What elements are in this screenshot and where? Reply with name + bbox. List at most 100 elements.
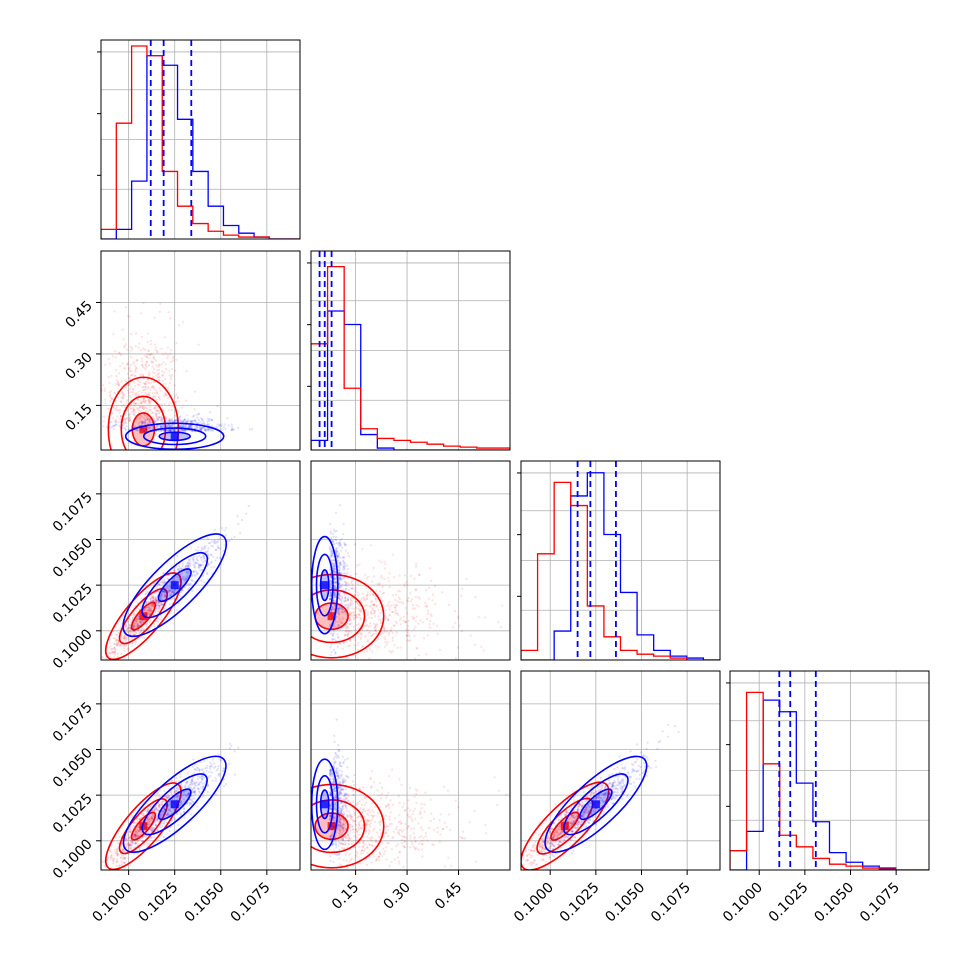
scatter-point-red-2-1 — [350, 598, 352, 600]
scatter-point-blue-2-1 — [330, 594, 332, 596]
scatter-point-red-2-1 — [391, 685, 393, 687]
scatter-point-red-2-1 — [350, 640, 352, 642]
scatter-point-red-1-0 — [125, 387, 127, 389]
scatter-point-red-2-0 — [109, 642, 111, 644]
scatter-point-blue-3-0 — [163, 836, 165, 838]
scatter-point-red-3-0 — [111, 875, 113, 877]
scatter-point-blue-1-0 — [184, 418, 186, 420]
scatter-point-red-1-0 — [115, 383, 117, 385]
scatter-point-blue-1-0 — [183, 429, 185, 431]
scatter-point-blue-2-1 — [350, 574, 352, 576]
scatter-point-red-3-1 — [351, 843, 353, 845]
scatter-point-blue-2-0 — [163, 607, 165, 609]
scatter-point-red-3-1 — [401, 842, 403, 844]
scatter-point-blue-3-0 — [199, 761, 201, 763]
scatter-point-blue-2-1 — [331, 606, 333, 608]
scatter-point-red-2-1 — [365, 619, 367, 621]
scatter-point-red-3-1 — [394, 858, 396, 860]
scatter-point-red-3-0 — [109, 850, 111, 852]
scatter-point-blue-2-0 — [145, 620, 147, 622]
scatter-point-red-1-0 — [143, 408, 145, 410]
scatter-point-red-1-0 — [119, 409, 121, 411]
scatter-point-red-1-0 — [146, 361, 148, 363]
scatter-point-red-2-1 — [383, 561, 385, 563]
scatter-point-red-3-1 — [344, 842, 346, 844]
scatter-point-blue-1-0 — [143, 430, 145, 432]
scatter-point-red-2-1 — [384, 609, 386, 611]
scatter-point-blue-3-0 — [196, 766, 198, 768]
scatter-point-blue-2-1 — [335, 620, 337, 622]
density-peak-blue-2-0 — [171, 581, 179, 589]
scatter-point-blue-2-0 — [125, 626, 127, 628]
scatter-point-red-2-1 — [396, 600, 398, 602]
scatter-point-red-2-1 — [355, 616, 357, 618]
scatter-point-red-2-1 — [384, 638, 386, 640]
scatter-point-red-3-1 — [393, 831, 395, 833]
scatter-point-blue-1-0 — [224, 423, 226, 425]
scatter-point-red-1-0 — [162, 380, 164, 382]
scatter-point-blue-2-0 — [173, 569, 175, 571]
scatter-point-red-1-0 — [167, 357, 169, 359]
scatter-point-blue-2-1 — [348, 615, 350, 617]
scatter-point-blue-1-0 — [145, 428, 147, 430]
scatter-point-red-2-1 — [348, 589, 350, 591]
scatter-point-red-1-0 — [134, 385, 136, 387]
scatter-point-blue-3-0 — [184, 786, 186, 788]
scatter-point-red-2-1 — [373, 612, 375, 614]
scatter-point-red-3-1 — [355, 839, 357, 841]
scatter-point-blue-2-1 — [344, 592, 346, 594]
scatter-point-blue-1-0 — [196, 427, 198, 429]
scatter-point-blue-1-0 — [198, 419, 200, 421]
scatter-point-blue-1-0 — [158, 417, 160, 419]
scatter-point-red-3-1 — [370, 838, 372, 840]
scatter-point-blue-3-0 — [155, 813, 157, 815]
scatter-point-blue-2-1 — [343, 600, 345, 602]
scatter-point-blue-2-1 — [346, 593, 348, 595]
scatter-point-red-2-1 — [366, 595, 368, 597]
scatter-point-blue-3-0 — [151, 827, 153, 829]
scatter-point-red-2-1 — [357, 649, 359, 651]
scatter-point-blue-2-0 — [201, 580, 203, 582]
scatter-point-blue-3-0 — [183, 808, 185, 810]
scatter-point-blue-2-1 — [332, 633, 334, 635]
scatter-point-red-1-0 — [120, 401, 122, 403]
scatter-point-blue-2-1 — [334, 570, 336, 572]
scatter-point-red-2-1 — [386, 605, 388, 607]
scatter-point-blue-3-0 — [193, 786, 195, 788]
scatter-point-blue-3-0 — [204, 767, 206, 769]
scatter-point-blue-2-0 — [148, 607, 150, 609]
scatter-point-red-2-1 — [387, 577, 389, 579]
scatter-point-red-1-0 — [159, 303, 161, 305]
scatter-point-red-2-1 — [384, 567, 386, 569]
scatter-point-blue-1-0 — [138, 422, 140, 424]
scatter-point-red-3-1 — [455, 800, 457, 802]
scatter-point-red-2-1 — [407, 625, 409, 627]
scatter-point-red-2-0 — [126, 628, 128, 630]
scatter-point-blue-3-0 — [116, 865, 118, 867]
scatter-point-red-2-1 — [358, 636, 360, 638]
scatter-point-red-2-1 — [372, 592, 374, 594]
scatter-point-red-3-1 — [421, 843, 423, 845]
scatter-point-red-2-1 — [457, 647, 459, 649]
scatter-panel-1-0 — [68, 229, 253, 481]
scatter-point-red-2-1 — [358, 623, 360, 625]
scatter-point-red-1-0 — [168, 404, 170, 406]
scatter-point-blue-2-0 — [144, 614, 146, 616]
scatter-point-red-2-1 — [392, 594, 394, 596]
scatter-point-red-3-0 — [153, 836, 155, 838]
scatter-point-blue-3-0 — [234, 773, 236, 775]
scatter-point-blue-2-0 — [219, 537, 221, 539]
scatter-point-red-3-1 — [373, 815, 375, 817]
scatter-point-red-1-0 — [130, 364, 132, 366]
scatter-point-red-3-1 — [474, 810, 476, 812]
scatter-point-blue-2-0 — [146, 627, 148, 629]
scatter-point-red-2-1 — [497, 621, 499, 623]
scatter-point-red-3-1 — [397, 831, 399, 833]
scatter-point-blue-2-1 — [337, 636, 339, 638]
scatter-point-red-2-1 — [378, 618, 380, 620]
scatter-point-blue-2-0 — [180, 568, 182, 570]
scatter-point-red-3-1 — [370, 861, 372, 863]
scatter-point-blue-3-0 — [225, 783, 227, 785]
scatter-point-red-2-0 — [106, 667, 108, 669]
scatter-point-red-1-0 — [109, 395, 111, 397]
